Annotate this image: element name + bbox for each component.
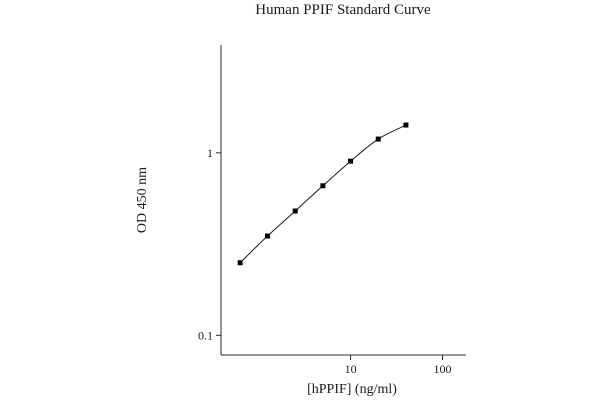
chart-title: Human PPIF Standard Curve <box>255 2 431 18</box>
y-axis-label: OD 450 nm <box>135 167 150 233</box>
data-points <box>237 122 409 266</box>
standard-curve-line <box>239 124 407 264</box>
y-tick-label: 1 <box>207 146 213 160</box>
data-point <box>403 122 409 128</box>
x-tick-label: 100 <box>434 362 452 376</box>
data-point <box>265 233 271 239</box>
x-tick-label: 10 <box>345 362 357 376</box>
x-axis-label: [hPPIF] (ng/ml) <box>307 382 397 397</box>
data-point <box>292 208 298 214</box>
tick-group: 10 100 0.1 1 <box>198 146 452 376</box>
data-point <box>237 260 243 266</box>
data-point <box>375 136 381 142</box>
data-point <box>320 183 326 189</box>
y-tick-label: 0.1 <box>198 328 213 342</box>
data-point <box>348 158 354 164</box>
